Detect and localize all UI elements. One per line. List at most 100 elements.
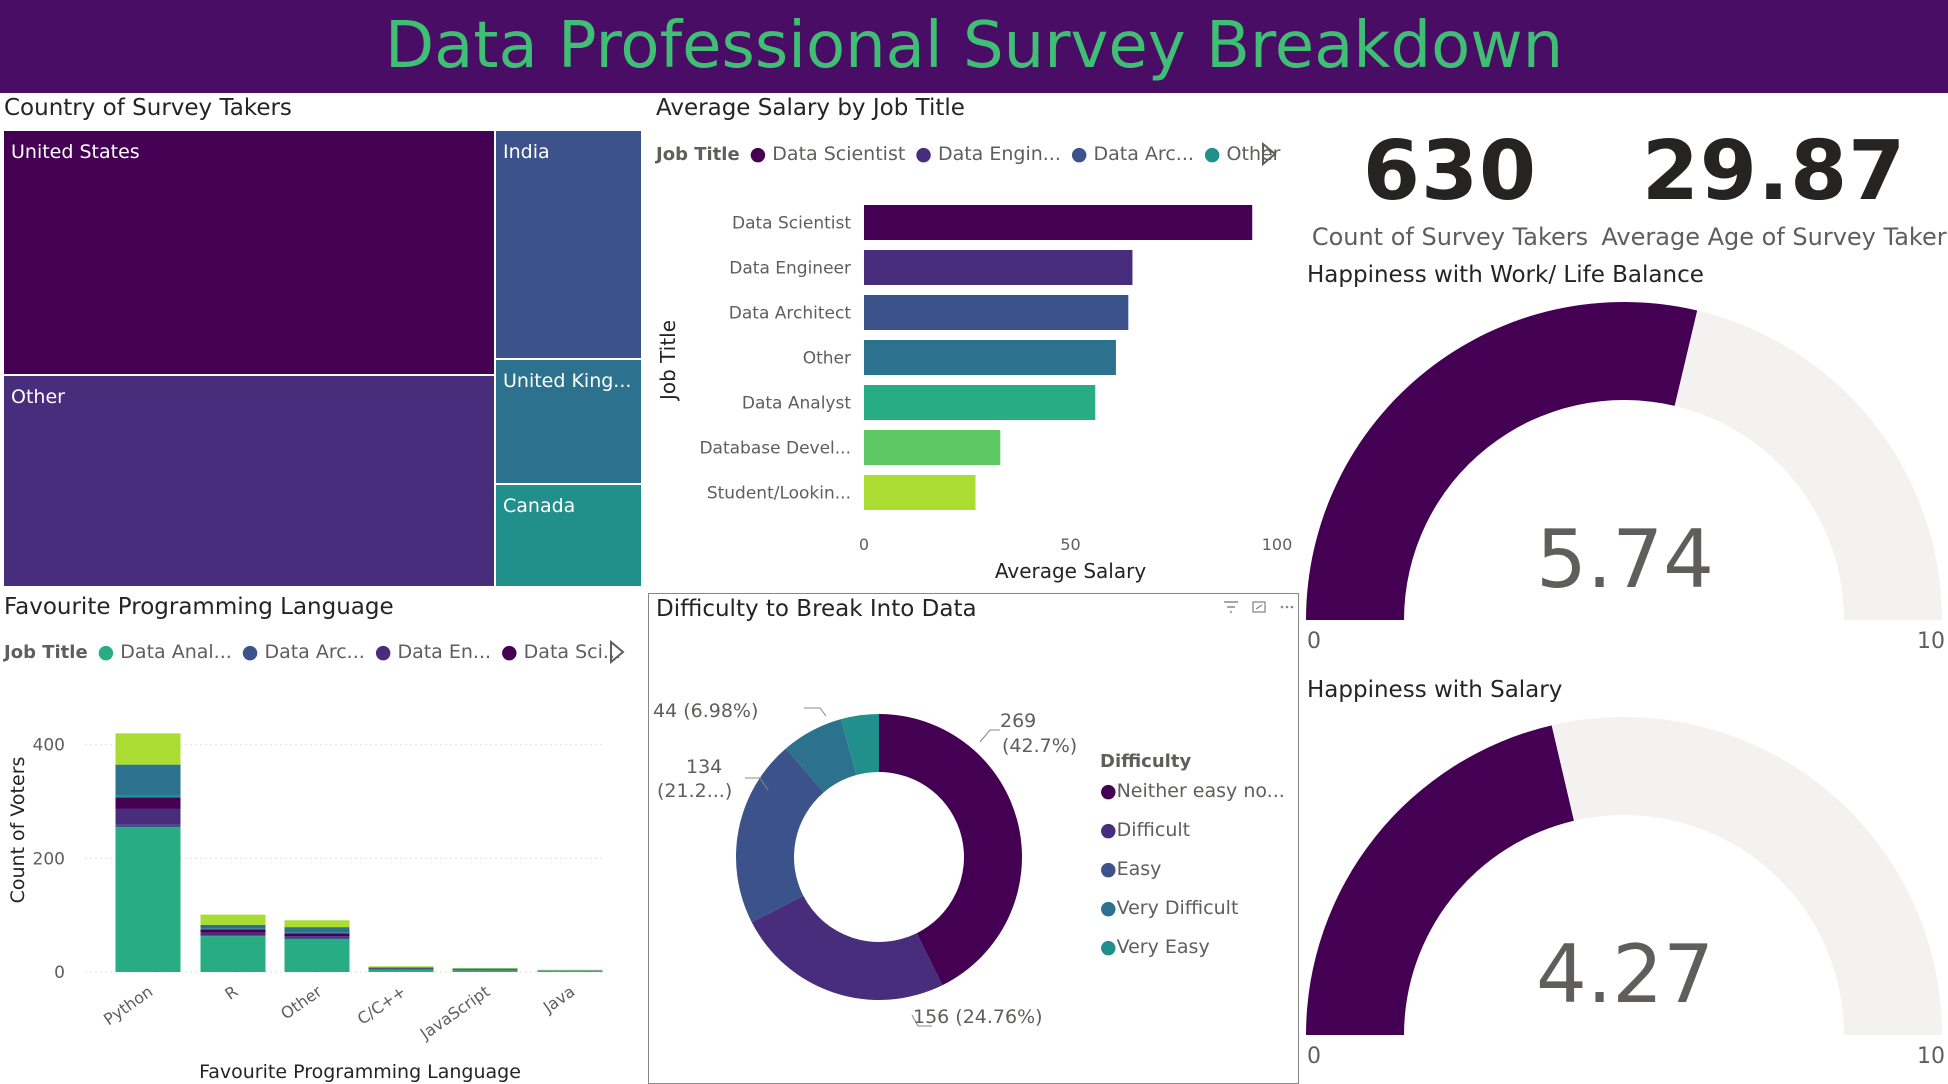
salary-x-axis-title: Average Salary <box>995 559 1146 583</box>
lang-bar-segment[interactable] <box>284 920 350 928</box>
salary-bar[interactable] <box>864 250 1133 285</box>
lang-bar-segment[interactable] <box>115 808 181 825</box>
language-stacked-chart[interactable]: 400 200 0 Python R Other C/C++ JavaScript Java Fa… <box>0 680 640 1084</box>
lang-bar-segment[interactable] <box>200 929 266 933</box>
legend-label: Data Engin... <box>937 143 1061 165</box>
lang-bar-segment[interactable] <box>115 824 181 828</box>
gauge-value-arc[interactable] <box>1306 301 1698 620</box>
legend-item[interactable]: ● Data Arc... <box>1071 143 1194 165</box>
treemap-label: India <box>503 141 550 163</box>
legend-dot-icon: ● <box>1070 143 1088 165</box>
lang-bar-segment[interactable] <box>200 914 266 925</box>
lang-bar-segment[interactable] <box>284 936 350 938</box>
lang-bar-segment[interactable] <box>200 928 266 930</box>
donut-label-neither-count: 269 <box>1000 710 1037 732</box>
legend-next-icon[interactable] <box>609 640 625 664</box>
lang-bar-segment[interactable] <box>115 733 181 765</box>
legend-dot-icon: ● <box>241 641 259 663</box>
donut-slice[interactable] <box>879 714 1022 986</box>
difficulty-donut[interactable] <box>650 690 1090 1040</box>
salary-tick-label: 50 <box>1060 535 1080 554</box>
lang-bar-segment[interactable] <box>368 966 434 968</box>
lang-bar-segment[interactable] <box>115 827 181 972</box>
gauge-value-arc[interactable] <box>1306 725 1574 1035</box>
gauge-salary[interactable] <box>1300 705 1948 1035</box>
legend-dot-icon: ● <box>1100 936 1117 958</box>
lang-bar-segment[interactable] <box>537 970 603 971</box>
legend-item[interactable]: ● Data Arc... <box>242 641 365 663</box>
donut-slice[interactable] <box>785 719 857 793</box>
gauge-work-value: 5.74 <box>1535 513 1715 606</box>
legend-item[interactable]: ●Difficult <box>1100 819 1285 858</box>
lang-bar-segment[interactable] <box>200 936 266 972</box>
treemap-cell-united-states[interactable]: United States <box>4 131 494 374</box>
legend-item[interactable]: ●Easy <box>1100 858 1285 897</box>
legend-item[interactable]: ●Very Easy <box>1100 936 1285 975</box>
legend-item[interactable]: ● Data Engin... <box>915 143 1061 165</box>
legend-title: Difficulty <box>1100 751 1192 772</box>
gauge-remaining-arc[interactable] <box>1674 310 1942 620</box>
legend-next-icon[interactable] <box>1261 142 1277 166</box>
donut-label-very-difficult: 44 (6.98%) <box>653 700 759 722</box>
lang-bar-segment[interactable] <box>200 932 266 936</box>
lang-bar-segment[interactable] <box>537 969 603 971</box>
lang-bar-segment[interactable] <box>368 967 434 969</box>
legend-dot-icon: ● <box>1100 819 1117 841</box>
salary-category-label: Data Analyst <box>742 394 851 414</box>
lang-bar-segment[interactable] <box>452 969 518 970</box>
donut-leader-line <box>804 707 827 717</box>
legend-item[interactable]: ● Data Scientist <box>750 143 906 165</box>
salary-bar[interactable] <box>864 385 1096 420</box>
lang-bar-segment[interactable] <box>284 927 350 933</box>
lang-bar-segment[interactable] <box>200 935 266 937</box>
lang-bar-segment[interactable] <box>537 970 603 972</box>
salary-bar[interactable] <box>864 205 1253 240</box>
lang-bar-segment[interactable] <box>284 939 350 972</box>
lang-bar-segment[interactable] <box>452 968 518 969</box>
gauge-remaining-arc[interactable] <box>1551 717 1942 1035</box>
salary-bar[interactable] <box>864 295 1129 330</box>
focus-mode-icon[interactable] <box>1251 600 1267 614</box>
lang-bar-segment[interactable] <box>452 969 518 971</box>
treemap-cell-canada[interactable]: Canada <box>496 485 641 586</box>
country-treemap[interactable]: United States Other India United King...… <box>4 131 641 586</box>
donut-slice[interactable] <box>840 714 879 776</box>
lang-bar-segment[interactable] <box>115 764 181 796</box>
gauge-salary-max: 10 <box>1917 1044 1945 1069</box>
salary-bar[interactable] <box>864 340 1116 375</box>
lang-bar-segment[interactable] <box>368 969 434 970</box>
legend-item[interactable]: ● Data Sci... <box>501 641 621 663</box>
salary-bar[interactable] <box>864 430 1001 465</box>
legend-label: Data Scientist <box>772 143 906 165</box>
more-options-icon[interactable] <box>1279 600 1295 614</box>
salary-bar-chart[interactable]: Data Scientist Data Engineer Data Architec… <box>650 190 1300 590</box>
legend-item[interactable]: ● Data En... <box>375 641 491 663</box>
gauge-work[interactable] <box>1300 290 1948 620</box>
lang-bar-segment[interactable] <box>284 933 350 937</box>
treemap-cell-other[interactable]: Other <box>4 376 494 586</box>
donut-slice[interactable] <box>751 895 943 1000</box>
filter-icon[interactable] <box>1223 600 1239 614</box>
lang-category-label: JavaScript <box>416 982 493 1044</box>
legend-item[interactable]: ●Very Difficult <box>1100 897 1285 936</box>
gauge-work-max: 10 <box>1917 629 1945 654</box>
gauge-salary-title: Happiness with Salary <box>1307 677 1563 703</box>
salary-bar[interactable] <box>864 475 976 510</box>
lang-bar-segment[interactable] <box>452 970 518 972</box>
lang-bar-segment[interactable] <box>115 797 181 809</box>
legend-item[interactable]: ● Data Anal... <box>98 641 232 663</box>
lang-bar-segment[interactable] <box>452 968 518 970</box>
legend-dot-icon: ● <box>1100 780 1117 802</box>
lang-bar-segment[interactable] <box>284 932 350 934</box>
lang-bar-segment[interactable] <box>115 795 181 798</box>
lang-bar-segment[interactable] <box>368 969 434 972</box>
lang-bar-segment[interactable] <box>200 924 266 929</box>
legend-label: Easy <box>1116 858 1162 880</box>
legend-label: Data Anal... <box>120 641 232 663</box>
lang-bar-segment[interactable] <box>284 937 350 940</box>
treemap-cell-united-kingdom[interactable]: United King... <box>496 360 641 483</box>
legend-item[interactable]: ●Neither easy no... <box>1100 780 1285 819</box>
donut-slice[interactable] <box>736 748 824 923</box>
treemap-cell-india[interactable]: India <box>496 131 641 358</box>
lang-bar-segment[interactable] <box>368 968 434 970</box>
